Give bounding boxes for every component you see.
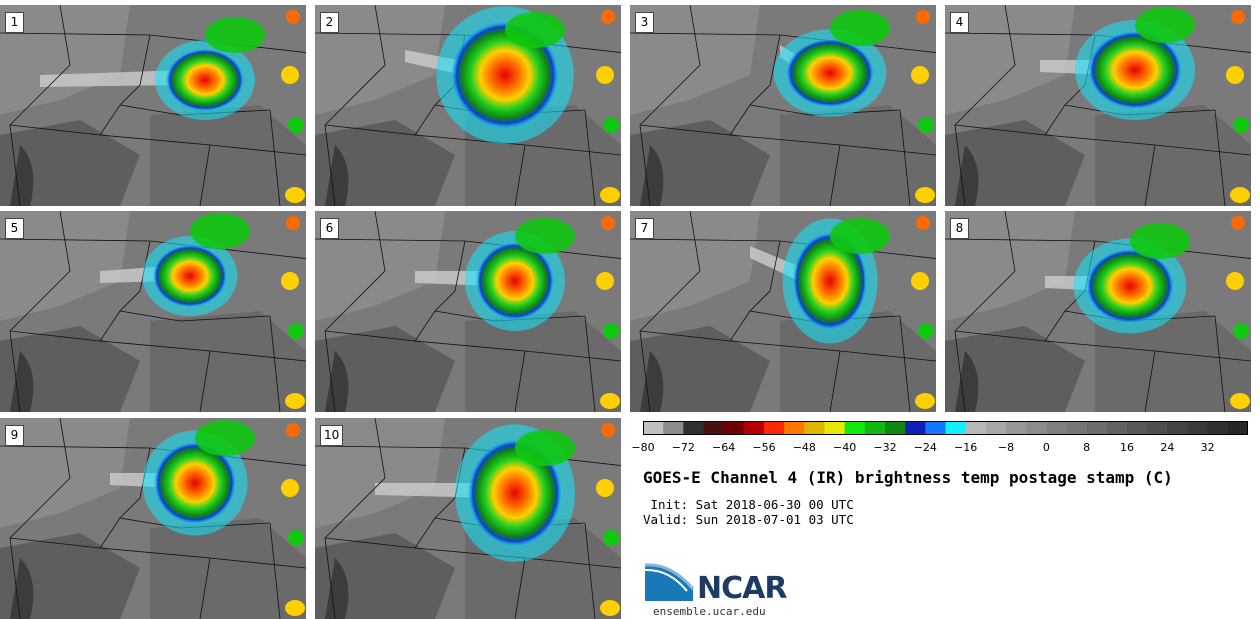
colorbar-segment [985, 421, 1007, 435]
colorbar-segment [965, 421, 987, 435]
satellite-map [630, 211, 936, 412]
colorbar-segment [925, 421, 946, 435]
init-time: Init: Sat 2018-06-30 00 UTC [643, 497, 854, 512]
satellite-map [630, 5, 936, 206]
colorbar-segment [1006, 421, 1027, 435]
ncar-url: ensemble.ucar.edu [653, 605, 766, 618]
colorbar-segment [743, 421, 765, 435]
colorbar-segment [905, 421, 926, 435]
colorbar-segment [1086, 421, 1108, 435]
colorbar-segment [1026, 421, 1047, 435]
colorbar-tick-label: 0 [1042, 441, 1050, 454]
colorbar-tick-label: 8 [1083, 441, 1091, 454]
colorbar-segment [804, 421, 825, 435]
colorbar-segment [723, 421, 745, 435]
colorbar-segment [663, 421, 684, 435]
colorbar-tick-label: 32 [1200, 441, 1215, 454]
panel-label: 1 [5, 12, 24, 33]
colorbar-tick-label: −64 [712, 441, 736, 454]
colorbar-tick-label: 16 [1120, 441, 1134, 454]
satellite-map [0, 211, 306, 412]
satellite-map [0, 418, 306, 619]
panel-label: 10 [320, 425, 344, 446]
colorbar-segment [1046, 421, 1067, 435]
satellite-map [315, 5, 621, 206]
satellite-map [945, 5, 1251, 206]
colorbar-tick-label: −8 [997, 441, 1015, 454]
valid-time: Valid: Sun 2018-07-01 03 UTC [643, 512, 854, 527]
ncar-wordmark: NCAR [697, 571, 787, 606]
postage-stamp-panel: 4 [945, 5, 1251, 206]
colorbar-tick-label: −56 [752, 441, 776, 454]
colorbar-tick-label: −40 [833, 441, 857, 454]
colorbar-segment [945, 421, 967, 435]
postage-stamp-panel: 6 [315, 211, 621, 412]
panel-label: 5 [5, 218, 24, 239]
panel-label: 2 [320, 12, 339, 33]
postage-stamp-panel: 7 [630, 211, 936, 412]
postage-stamp-panel: 3 [630, 5, 936, 206]
colorbar-segment [885, 421, 906, 435]
figure-title: GOES-E Channel 4 (IR) brightness temp po… [643, 468, 1173, 487]
colorbar [643, 421, 1248, 435]
colorbar-segment [1066, 421, 1088, 435]
panel-label: 3 [635, 12, 654, 33]
colorbar-tick-label: −72 [671, 441, 695, 454]
colorbar-tick-label: −16 [954, 441, 978, 454]
postage-stamp-panel: 8 [945, 211, 1251, 412]
colorbar-segment [1187, 421, 1209, 435]
panel-label: 7 [635, 218, 654, 239]
colorbar-border [643, 421, 1248, 435]
satellite-map [315, 418, 621, 619]
colorbar-segment [764, 421, 785, 435]
colorbar-segment [824, 421, 846, 435]
colorbar-segment [1127, 421, 1148, 435]
colorbar-tick-label: −24 [913, 441, 937, 454]
colorbar-segment [1147, 421, 1168, 435]
colorbar-tick-label: −48 [792, 441, 816, 454]
postage-stamp-panel: 9 [0, 418, 306, 619]
colorbar-tick-label: −32 [873, 441, 897, 454]
postage-stamp-panel: 5 [0, 211, 306, 412]
satellite-map [945, 211, 1251, 412]
postage-stamp-panel: 10 [315, 418, 621, 619]
colorbar-segment [844, 421, 866, 435]
panel-label: 6 [320, 218, 339, 239]
colorbar-tick-label: −80 [631, 441, 655, 454]
colorbar-segment [683, 421, 704, 435]
postage-stamp-panel: 1 [0, 5, 306, 206]
colorbar-segment [1106, 421, 1128, 435]
ncar-logo-icon [644, 563, 695, 601]
colorbar-segment [703, 421, 725, 435]
colorbar-segment [784, 421, 805, 435]
satellite-map [315, 211, 621, 412]
colorbar-segment [1227, 421, 1248, 435]
colorbar-segment [864, 421, 886, 435]
postage-stamp-panel: 2 [315, 5, 621, 206]
panel-label: 8 [950, 218, 969, 239]
colorbar-tick-label: 24 [1160, 441, 1175, 454]
satellite-map [0, 5, 306, 206]
colorbar-segment [1167, 421, 1188, 435]
panel-label: 9 [5, 425, 24, 446]
colorbar-segment [1207, 421, 1229, 435]
panel-label: 4 [950, 12, 969, 33]
colorbar-segment [643, 421, 664, 435]
